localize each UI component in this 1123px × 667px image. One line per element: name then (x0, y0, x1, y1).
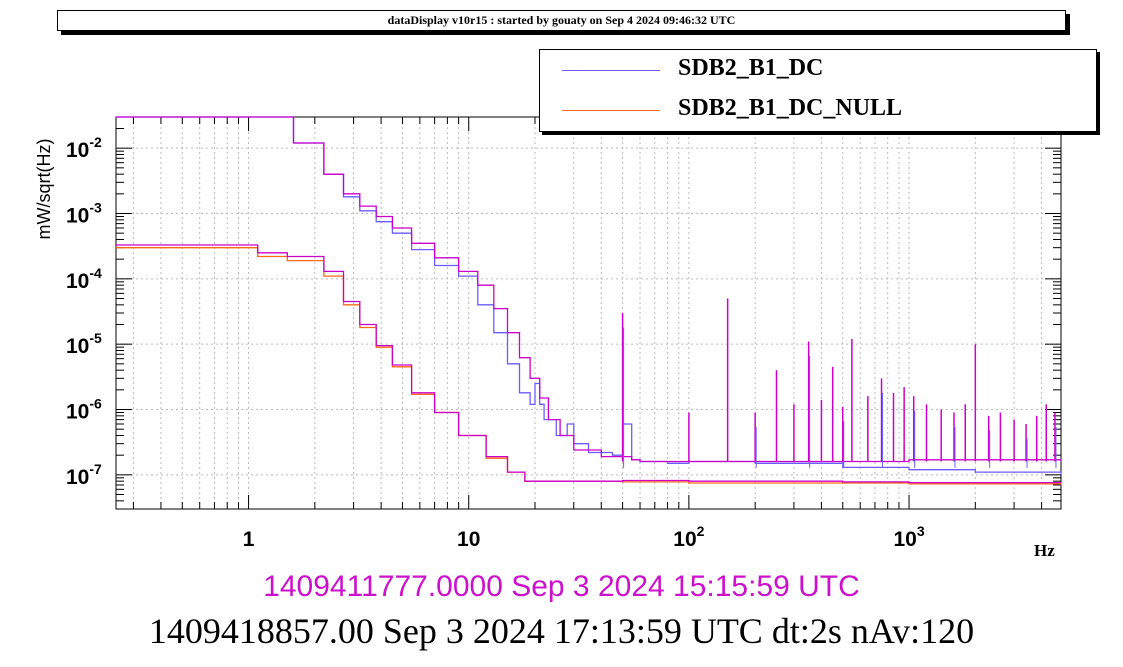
y-tick-label-base: 10 (66, 139, 89, 162)
legend-label-dc: SDB2_B1_DC (678, 55, 824, 81)
legend-item-dc-null: SDB2_B1_DC_NULL (540, 90, 1096, 130)
legend-swatch-dc-null (562, 110, 660, 111)
x-tick-label: 103 (893, 523, 924, 551)
x-tick-label-base: 10 (673, 528, 696, 551)
legend-swatch-dc (562, 70, 660, 71)
x-tick-label-base: 10 (893, 528, 916, 551)
y-tick-label: 10-3 (66, 200, 102, 228)
x-axis-label: Hz (1034, 541, 1055, 560)
y-tick-label: 10-4 (66, 265, 102, 293)
legend-label-dc-null: SDB2_B1_DC_NULL (678, 95, 903, 121)
y-tick-labels: 10-210-310-410-510-610-7 (66, 134, 102, 489)
legend-item-dc: SDB2_B1_DC (540, 50, 1096, 90)
y-tick-label-exponent: -6 (89, 396, 102, 412)
y-tick-label-exponent: -2 (89, 134, 102, 150)
y-tick-label-base: 10 (66, 401, 89, 424)
y-tick-label-base: 10 (66, 466, 89, 489)
x-tick-label: 102 (673, 523, 704, 551)
y-tick-label: 10-2 (66, 134, 102, 162)
legend: SDB2_B1_DC SDB2_B1_DC_NULL (539, 49, 1097, 132)
y-tick-label: 10-5 (66, 330, 102, 358)
y-tick-label-base: 10 (66, 205, 89, 228)
y-axis-label: mW/sqrt(Hz) (34, 139, 54, 240)
series-line (116, 116, 1062, 463)
y-tick-label-exponent: -4 (89, 265, 102, 281)
y-tick-label-exponent: -7 (89, 461, 102, 477)
reference-timestamp: 1409411777.0000 Sep 3 2024 15:15:59 UTC (263, 570, 860, 603)
x-tick-label-exponent: 2 (697, 523, 705, 539)
current-timestamp: 1409418857.00 Sep 3 2024 17:13:59 UTC dt… (148, 611, 975, 651)
series-line (116, 244, 1062, 484)
x-tick-label: 1 (243, 528, 255, 551)
y-tick-label-base: 10 (66, 335, 89, 358)
y-tick-label: 10-7 (66, 461, 102, 489)
y-tick-label-base: 10 (66, 270, 89, 293)
x-tick-label-exponent: 3 (917, 523, 925, 539)
axis-ticks (116, 116, 1061, 510)
x-tick-label: 10 (457, 528, 480, 551)
x-tick-labels: 1 10 102 103 (243, 523, 925, 551)
y-tick-label: 10-6 (66, 396, 102, 424)
y-tick-label-exponent: -5 (89, 330, 102, 346)
y-tick-label-exponent: -3 (89, 200, 102, 216)
data-series (116, 116, 1062, 485)
plot-title: dataDisplay v10r15 : started by gouaty o… (57, 10, 1066, 31)
